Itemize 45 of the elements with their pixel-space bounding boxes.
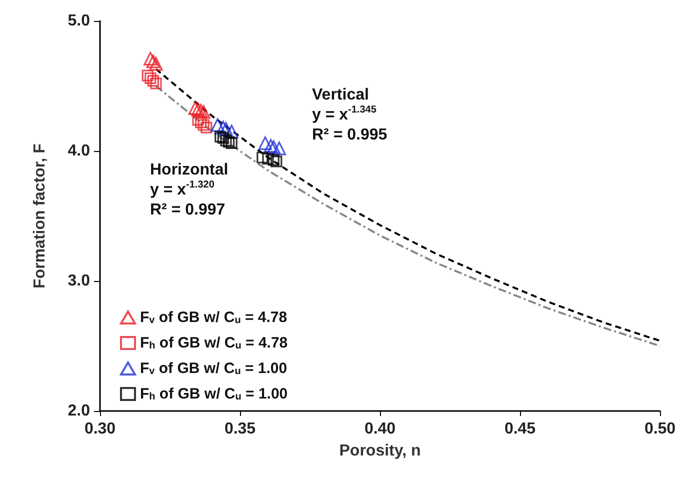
- point: [144, 52, 158, 66]
- point: [262, 153, 274, 165]
- legend-label: Fv of GB w/ Cu = 4.78: [140, 309, 288, 326]
- point: [223, 136, 235, 148]
- y-tick-label: 3.0: [68, 272, 90, 290]
- point: [226, 137, 238, 149]
- point: [192, 114, 204, 126]
- point: [266, 140, 280, 154]
- x-tick-label: 0.40: [364, 420, 396, 438]
- point: [144, 72, 156, 84]
- point: [220, 134, 232, 146]
- point: [147, 75, 159, 87]
- point: [268, 154, 280, 166]
- point: [196, 105, 210, 119]
- point: [214, 130, 226, 142]
- x-axis-title: Porosity, n: [339, 442, 421, 460]
- point: [150, 78, 162, 90]
- x-tick-label: 0.35: [224, 420, 256, 438]
- point: [191, 102, 205, 116]
- point: [149, 57, 163, 71]
- point: [198, 119, 210, 131]
- x-tick-label: 0.30: [84, 420, 116, 438]
- point: [195, 116, 207, 128]
- point: [142, 70, 154, 82]
- point: [217, 132, 229, 144]
- y-tick-label: 5.0: [68, 12, 90, 30]
- point: [272, 142, 286, 156]
- legend-label: Fv of GB w/ Cu = 1.00: [140, 360, 288, 377]
- y-tick-label: 4.0: [68, 142, 90, 160]
- legend-label: Fh of GB w/ Cu = 1.00: [140, 386, 288, 402]
- point: [258, 136, 272, 150]
- point: [210, 118, 224, 132]
- x-tick-label: 0.45: [504, 420, 536, 438]
- legend-label: Fh of GB w/ Cu = 4.78: [140, 334, 288, 352]
- point: [256, 152, 268, 164]
- point: [219, 122, 233, 136]
- point: [146, 54, 160, 68]
- point: [264, 139, 278, 153]
- y-tick-label: 2.0: [68, 402, 90, 420]
- y-axis-title: Formation factor, F: [32, 143, 48, 288]
- point: [194, 104, 208, 118]
- x-tick-label: 0.50: [644, 420, 676, 438]
- point: [270, 156, 282, 168]
- point: [188, 101, 202, 115]
- point: [200, 122, 212, 134]
